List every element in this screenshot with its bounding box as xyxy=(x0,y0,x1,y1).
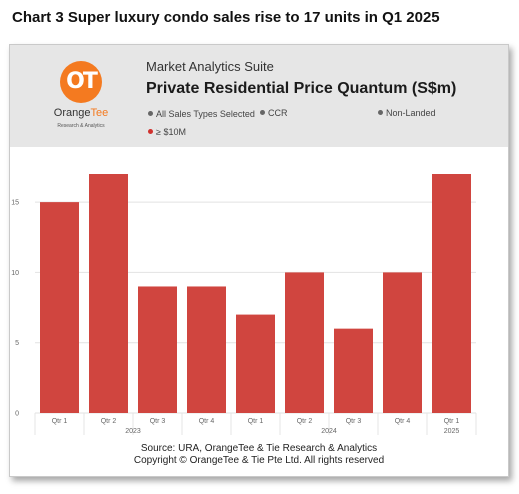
y-tick-label: 15 xyxy=(11,200,19,207)
logo-name: OrangeTee xyxy=(45,107,117,119)
bars xyxy=(40,174,471,413)
bar xyxy=(187,286,226,413)
bar xyxy=(383,272,422,413)
page-heading: Chart 3 Super luxury condo sales rise to… xyxy=(12,9,440,26)
x-tick-label: Qtr 4 xyxy=(395,418,411,425)
suite-name: Market Analytics Suite xyxy=(146,59,274,74)
bar xyxy=(334,328,373,413)
orangetee-logo-icon: OT xyxy=(60,61,102,103)
filter-label: CCR xyxy=(268,108,288,118)
filter-dot-icon xyxy=(378,110,383,115)
x-tick-label: Qtr 4 xyxy=(199,418,215,425)
bar xyxy=(285,272,324,413)
filter-label: All Sales Types Selected xyxy=(156,109,255,119)
logo-name-a: Orange xyxy=(53,107,91,119)
logo-name-b: Tee xyxy=(90,107,109,119)
bar xyxy=(40,202,79,413)
filter-dot-icon xyxy=(260,110,265,115)
x-tick-label: Qtr 3 xyxy=(150,418,166,425)
year-group-label: 2024 xyxy=(321,428,337,435)
filter-label: Non-Landed xyxy=(386,108,436,118)
bar xyxy=(89,174,128,413)
filter-dot-icon xyxy=(148,129,153,134)
bar xyxy=(236,314,275,413)
filter-price[interactable]: ≥ $10M xyxy=(148,127,186,137)
year-group-label: 2025 xyxy=(444,428,460,435)
x-tick-label: Qtr 1 xyxy=(248,418,264,425)
copyright-line: Copyright © OrangeTee & Tie Pte Ltd. All… xyxy=(133,455,385,466)
x-axis: Qtr 1 Qtr 2 Qtr 3 Qtr 4 Qtr 1 Qtr 2 Qtr 3 Qtr 4… xyxy=(34,413,477,435)
bar xyxy=(138,286,177,413)
x-tick-label: Qtr 1 xyxy=(52,418,68,425)
bar xyxy=(432,174,471,413)
x-tick-label: Qtr 2 xyxy=(101,418,117,425)
filter-dot-icon xyxy=(148,111,153,116)
y-tick-label: 5 xyxy=(15,340,19,347)
year-group-label: 2023 xyxy=(125,428,141,435)
filter-region[interactable]: CCR xyxy=(260,108,288,118)
x-tick-label: Qtr 3 xyxy=(346,418,362,425)
y-tick-label: 0 xyxy=(15,411,19,418)
logo-subtitle: Research & Analytics xyxy=(57,123,105,129)
filter-label: ≥ $10M xyxy=(156,127,186,137)
x-tick-label: Qtr 1 xyxy=(444,418,460,425)
filter-sales-type[interactable]: All Sales Types Selected xyxy=(148,109,255,119)
logo-glyph: OT xyxy=(66,69,98,94)
chart-header: OT OrangeTee Research & Analytics Market… xyxy=(10,45,508,147)
source-note: Source: URA, OrangeTee & Tie Research & … xyxy=(10,443,508,467)
source-line: Source: URA, OrangeTee & Tie Research & … xyxy=(140,443,378,454)
filter-property-type[interactable]: Non-Landed xyxy=(378,108,436,118)
chart-title: Private Residential Price Quantum (S$m) xyxy=(146,80,457,97)
y-tick-label: 10 xyxy=(11,270,19,277)
chart-panel: OT OrangeTee Research & Analytics Market… xyxy=(9,44,509,477)
x-tick-label: Qtr 2 xyxy=(297,418,313,425)
y-axis: 0 5 10 15 xyxy=(11,200,19,418)
